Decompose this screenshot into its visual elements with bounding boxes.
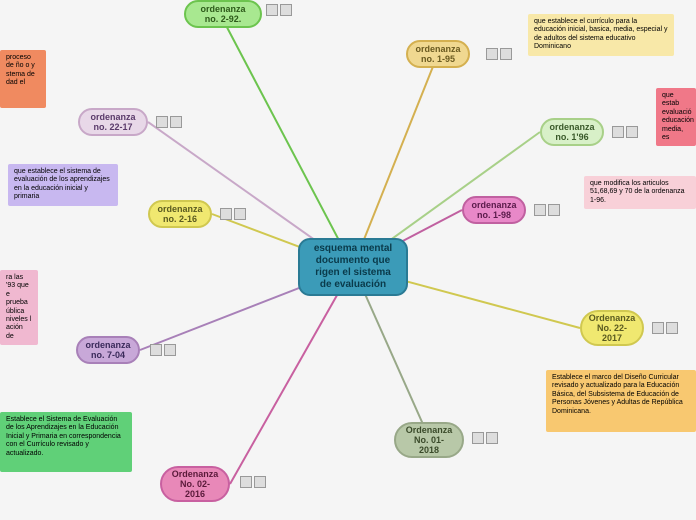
node-icons[interactable] — [240, 476, 266, 488]
link-icon[interactable] — [170, 116, 182, 128]
node-n216[interactable]: ordenanza no. 2-16 — [148, 200, 212, 228]
node-n196[interactable]: ordenanza no. 1'96 — [540, 118, 604, 146]
node-icons[interactable] — [156, 116, 182, 128]
link-icon[interactable] — [666, 322, 678, 334]
node-n704[interactable]: ordenanza no. 7-04 — [76, 336, 140, 364]
node-n022016[interactable]: Ordenanza No. 02-2016 — [160, 466, 230, 502]
expand-icon[interactable] — [652, 322, 664, 334]
node-icons[interactable] — [150, 344, 176, 356]
link-icon[interactable] — [234, 208, 246, 220]
link-icon[interactable] — [500, 48, 512, 60]
node-n292[interactable]: ordenanza no. 2-92. — [184, 0, 262, 28]
link-icon[interactable] — [280, 4, 292, 16]
expand-icon[interactable] — [220, 208, 232, 220]
node-n195[interactable]: ordenanza no. 1-95 — [406, 40, 470, 68]
expand-icon[interactable] — [612, 126, 624, 138]
node-icons[interactable] — [220, 208, 246, 220]
node-n222017[interactable]: Ordenanza No. 22-2017 — [580, 310, 644, 346]
expand-icon[interactable] — [472, 432, 484, 444]
link-icon[interactable] — [164, 344, 176, 356]
note-n012018: Establece el marco del Diseño Curricular… — [546, 370, 696, 432]
expand-icon[interactable] — [534, 204, 546, 216]
node-n198[interactable]: ordenanza no. 1-98 — [462, 196, 526, 224]
node-icons[interactable] — [534, 204, 560, 216]
link-icon[interactable] — [254, 476, 266, 488]
note-n2217: proceso de ño o y stema de dad el — [0, 50, 46, 108]
note-n196: que estab evaluació educación media, es — [656, 88, 696, 146]
node-icons[interactable] — [652, 322, 678, 334]
center-node[interactable]: esquema mental documento que rigen el si… — [298, 238, 408, 296]
note-n198: que modifica los articulos 51,68,69 y 70… — [584, 176, 696, 209]
node-n2217[interactable]: ordenanza no. 22-17 — [78, 108, 148, 136]
node-icons[interactable] — [472, 432, 498, 444]
note-n195: que establece el currículo para la educa… — [528, 14, 674, 56]
note-n704: ra las '93 que e prueba ública niveles l… — [0, 270, 38, 345]
note-n022016: Establece el Sistema de Evaluación de lo… — [0, 412, 132, 472]
node-icons[interactable] — [486, 48, 512, 60]
expand-icon[interactable] — [156, 116, 168, 128]
expand-icon[interactable] — [486, 48, 498, 60]
expand-icon[interactable] — [266, 4, 278, 16]
node-icons[interactable] — [612, 126, 638, 138]
expand-icon[interactable] — [150, 344, 162, 356]
link-icon[interactable] — [548, 204, 560, 216]
expand-icon[interactable] — [240, 476, 252, 488]
link-icon[interactable] — [486, 432, 498, 444]
note-n216: que establece el sistema de evaluación d… — [8, 164, 118, 206]
node-icons[interactable] — [266, 4, 292, 16]
link-icon[interactable] — [626, 126, 638, 138]
node-n012018[interactable]: Ordenanza No. 01-2018 — [394, 422, 464, 458]
